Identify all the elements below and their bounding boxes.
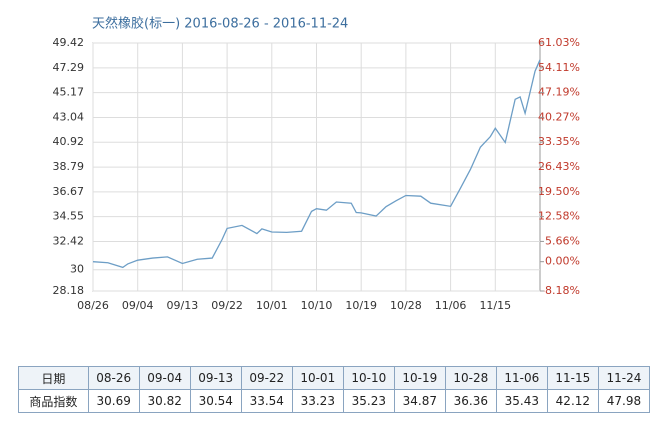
y-tick-label: 47.29 (53, 61, 85, 74)
line (92, 59, 541, 269)
y-tick-label: 34.55 (53, 210, 85, 223)
table-cell: 09-22 (240, 366, 293, 390)
x-tick-label: 10/10 (301, 299, 333, 312)
chart: 天然橡胶(标一) 2016-08-26 - 2016-11-24 28.18 30… (53, 16, 581, 313)
chart-title: 天然橡胶(标一) 2016-08-26 - 2016-11-24 (92, 16, 348, 32)
x-tick-label: 09/13 (167, 299, 199, 312)
y2-tick-label: 47.19% (538, 86, 580, 99)
table-row: 日期 08-26 09-04 09-13 09-22 10-01 10-10 10-19 10-… (18, 366, 651, 390)
table-cell: 30.54 (189, 389, 242, 413)
x-tick-label: 08/26 (77, 299, 109, 312)
table-cell: 34.87 (393, 389, 446, 413)
x-tick-label: 11/15 (479, 299, 511, 312)
x-tick-label: 10/19 (345, 299, 377, 312)
data-table: 日期 08-26 09-04 09-13 09-22 10-01 10-10 10-19 10-… (18, 366, 651, 413)
table-cell: 08-26 (87, 366, 140, 390)
x-tick-label: 09/04 (122, 299, 154, 312)
y-tick-label: 30 (70, 263, 84, 276)
y2-tick-label: 40.27% (538, 110, 580, 123)
y-tick-label: 32.42 (53, 234, 85, 247)
table-cell: 11-15 (546, 366, 599, 390)
y2-tick-label: -8.18% (541, 284, 580, 297)
y2-tick-label: 54.11% (538, 61, 580, 74)
row-header: 商品指数 (18, 389, 89, 413)
table-cell: 09-13 (189, 366, 242, 390)
y-tick-label: 45.17 (53, 86, 85, 99)
y-tick-label: 38.79 (53, 160, 85, 173)
table-cell: 35.23 (342, 389, 395, 413)
row-header: 日期 (18, 366, 89, 390)
x-tick-label: 10/28 (390, 299, 422, 312)
table-cell: 42.12 (546, 389, 599, 413)
y2-tick-label: 19.50% (538, 185, 580, 198)
table-cell: 33.23 (291, 389, 344, 413)
table-cell: 11-06 (495, 366, 548, 390)
table-cell: 10-01 (291, 366, 344, 390)
x-tick-label: 09/22 (211, 299, 243, 312)
table-cell: 36.36 (444, 389, 497, 413)
y-tick-label: 28.18 (53, 284, 85, 297)
table-cell: 35.43 (495, 389, 548, 413)
table-cell: 10-10 (342, 366, 395, 390)
y-tick-label: 40.92 (53, 135, 85, 148)
y2-tick-label: 0.00% (545, 255, 580, 268)
table-cell: 10-19 (393, 366, 446, 390)
y2-tick-label: 61.03% (538, 36, 580, 49)
table-cell: 33.54 (240, 389, 293, 413)
y-tick-label: 49.42 (53, 36, 85, 49)
table-cell: 47.98 (597, 389, 651, 413)
table-cell: 11-24 (597, 366, 651, 390)
y2-tick-label: 5.66% (545, 234, 580, 247)
y-tick-label: 36.67 (53, 185, 85, 198)
table-cell: 30.82 (138, 389, 191, 413)
y2-tick-label: 33.35% (538, 135, 580, 148)
x-tick-label: 10/01 (256, 299, 288, 312)
table-row: 商品指数 30.69 30.82 30.54 33.54 33.23 35.23 34.87 3… (18, 389, 651, 413)
y-tick-label: 43.04 (53, 110, 85, 123)
table-cell: 10-28 (444, 366, 497, 390)
y2-tick-label: 26.43% (538, 160, 580, 173)
table-cell: 30.69 (87, 389, 140, 413)
y2-tick-label: 12.58% (538, 210, 580, 223)
x-tick-label: 11/06 (435, 299, 467, 312)
table-cell: 09-04 (138, 366, 191, 390)
